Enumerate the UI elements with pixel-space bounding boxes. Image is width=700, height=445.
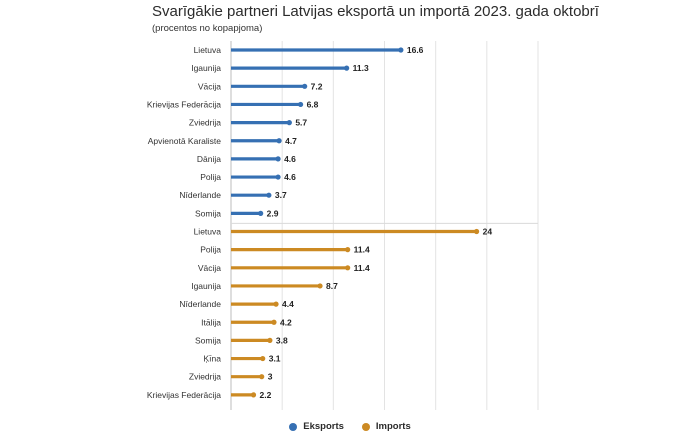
bar-end-eksports	[297, 101, 304, 108]
bar-end-eksports	[344, 65, 350, 71]
bar-end-imports	[259, 374, 265, 380]
category-label-eksports: Igaunija	[191, 63, 221, 73]
bar-end-imports	[345, 247, 351, 253]
bar-end-imports	[345, 265, 351, 271]
data-label-imports: 11.4	[354, 263, 370, 273]
bar-end-imports	[474, 228, 480, 235]
category-label-eksports: Polija	[200, 172, 221, 182]
legend-swatch-imports	[361, 422, 370, 431]
category-label-imports: Ķīna	[204, 354, 222, 364]
category-label-eksports: Vācija	[198, 81, 221, 91]
category-label-imports: Polija	[200, 245, 221, 255]
data-label-eksports: 7.2	[311, 81, 323, 91]
data-label-imports: 11.4	[354, 245, 370, 255]
data-label-imports: 3.1	[269, 354, 281, 364]
data-label-imports: 4.2	[280, 317, 292, 327]
bar-end-eksports	[276, 138, 282, 144]
data-label-imports: 4.4	[282, 299, 294, 309]
category-label-imports: Itālija	[201, 317, 221, 327]
category-label-eksports: Apvienotā Karaliste	[148, 136, 222, 146]
chart-subtitle: (procentos no kopapjoma)	[152, 23, 263, 34]
data-label-imports: 24	[483, 227, 493, 237]
bar-end-eksports	[302, 83, 308, 89]
category-label-imports: Somija	[195, 335, 221, 345]
bar-end-imports	[250, 392, 257, 398]
data-label-eksports: 5.7	[295, 118, 307, 128]
legend-label-imports: Imports	[375, 421, 411, 432]
category-label-imports: Zviedrija	[189, 372, 221, 382]
legend: Eksports Imports	[0, 421, 700, 432]
chart-title: Svarīgākie partneri Latvijas eksportā un…	[152, 3, 599, 20]
bar-end-imports	[267, 337, 273, 343]
legend-swatch-eksports	[289, 422, 298, 431]
legend-label-eksports: Eksports	[303, 421, 344, 432]
data-label-imports: 3.8	[276, 335, 288, 345]
category-label-eksports: Dānija	[197, 154, 221, 164]
data-label-imports: 2.2	[260, 390, 272, 400]
data-label-eksports: 6.8	[307, 99, 319, 109]
legend-item-eksports[interactable]: Eksports	[289, 421, 344, 432]
category-label-imports: Vācija	[198, 263, 221, 273]
category-label-eksports: Krievijas Federācija	[147, 99, 221, 109]
data-label-eksports: 16.6	[407, 45, 424, 55]
category-label-imports: Igaunija	[191, 281, 221, 291]
bar-end-eksports	[266, 192, 272, 198]
bar-end-eksports	[258, 210, 264, 216]
bar-end-eksports	[275, 174, 281, 180]
data-label-imports: 3	[268, 372, 273, 382]
data-label-eksports: 4.6	[284, 154, 296, 164]
category-label-imports: Krievijas Federācija	[147, 390, 221, 400]
data-label-eksports: 2.9	[267, 208, 279, 218]
category-label-eksports: Nīderlande	[179, 190, 221, 200]
bar-end-imports	[317, 283, 323, 289]
data-label-eksports: 4.6	[284, 172, 296, 182]
bar-end-eksports	[275, 156, 281, 162]
category-label-eksports: Somija	[195, 208, 221, 218]
bar-end-eksports	[398, 47, 404, 53]
bar-end-imports	[260, 355, 266, 362]
bar-end-imports	[271, 319, 277, 325]
category-label-imports: Lietuva	[194, 227, 222, 237]
legend-item-imports[interactable]: Imports	[361, 421, 411, 432]
category-label-imports: Nīderlande	[179, 299, 221, 309]
bar-end-imports	[273, 301, 279, 307]
data-label-eksports: 4.7	[285, 136, 297, 146]
data-label-eksports: 11.3	[353, 63, 369, 73]
data-label-imports: 8.7	[326, 281, 338, 291]
category-label-eksports: Zviedrija	[189, 118, 221, 128]
data-label-eksports: 3.7	[275, 190, 287, 200]
bar-end-eksports	[286, 120, 292, 126]
category-label-eksports: Lietuva	[194, 45, 222, 55]
